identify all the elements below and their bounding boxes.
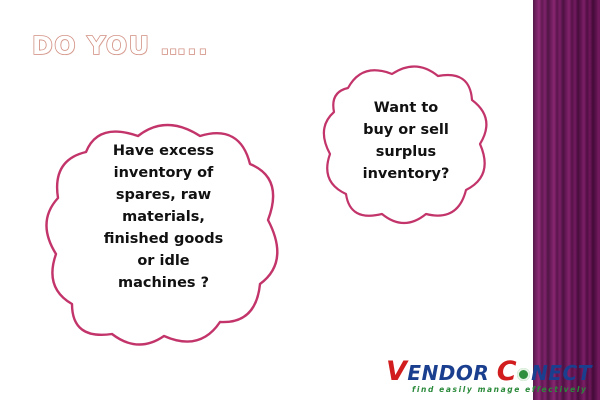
cloud-left-line: or idle: [137, 253, 190, 269]
cloud-left-line: inventory of: [113, 165, 214, 181]
gear-icon: [517, 368, 531, 381]
cloud-left-line: Have excess: [112, 143, 215, 159]
cloud-left-line: materials,: [122, 209, 205, 225]
cloud-right-shape: [322, 65, 488, 225]
cloud-left-line: spares, raw: [115, 187, 212, 203]
logo-initial-c: C: [496, 356, 518, 387]
logo-tagline: find easily manage effectively: [412, 385, 588, 394]
cloud-left-line: finished goods: [103, 231, 224, 247]
thought-cloud-excess-inventory: Have excess inventory of spares, raw mat…: [42, 118, 285, 350]
cloud-left-line: machines ?: [117, 275, 210, 291]
cloud-right-line: Want to: [373, 100, 439, 116]
decorative-side-band: [533, 0, 600, 400]
cloud-right-text: Want to buy or sell surplus inventory?: [325, 97, 487, 185]
cloud-left-shape: [45, 123, 279, 346]
cloud-left-text: Have excess inventory of spares, raw mat…: [52, 140, 275, 294]
slide-title: DO YOU …..: [31, 30, 210, 61]
logo-word-endor: ENDOR: [407, 361, 490, 385]
cloud-right-line: inventory?: [362, 166, 450, 182]
vendor-connect-logo: VENDOR C NECT find easily manage effectiv…: [386, 358, 591, 398]
thought-cloud-buy-sell: Want to buy or sell surplus inventory?: [320, 62, 492, 226]
logo-initial-v: V: [386, 356, 408, 387]
logo-word-nect: NECT: [531, 361, 592, 385]
cloud-right-line: surplus: [375, 144, 437, 160]
logo-wordmark: VENDOR C NECT: [386, 358, 592, 385]
cloud-right-line: buy or sell: [363, 122, 449, 138]
